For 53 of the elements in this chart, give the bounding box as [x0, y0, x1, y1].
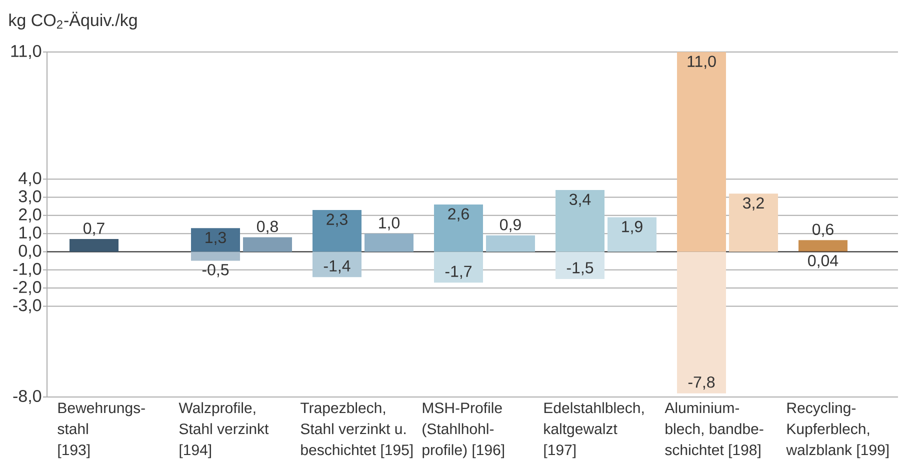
bar	[677, 52, 726, 252]
bar	[608, 217, 656, 252]
x-tick-label: Recycling- Kupferblech, walzblank [199]	[786, 402, 888, 458]
data-label: 11,0	[688, 56, 716, 69]
y-tick-label: 2,0	[19, 208, 42, 222]
x-tick-label: MSH-Profile (Stahlhohl- profile) [196]	[422, 402, 504, 458]
x-tick-label: Aluminium- blech, bandbe- schichtet [198]	[664, 402, 764, 458]
y-tick-label: 4,0	[18, 172, 42, 186]
data-label: 0,7	[84, 222, 104, 236]
y-tick-label: -2,0	[13, 281, 42, 296]
bar	[243, 237, 292, 252]
bar	[364, 234, 414, 252]
bar	[556, 252, 604, 279]
data-label: 1,9	[622, 220, 642, 234]
bar	[70, 239, 119, 252]
data-label: 2,3	[326, 214, 348, 227]
y-tick-label: 1,0	[19, 226, 42, 241]
bar	[434, 204, 484, 252]
bar	[677, 252, 726, 394]
bar	[486, 235, 535, 252]
bar	[312, 210, 362, 252]
bar	[798, 240, 848, 251]
data-label: -0,5	[202, 264, 229, 278]
data-label: 2,6	[448, 208, 469, 222]
bar	[312, 252, 362, 278]
data-label: 0,04	[808, 254, 838, 268]
bar	[191, 228, 240, 252]
y-tick-label: 0,0	[18, 244, 42, 259]
y-tick-label: 3,0	[18, 190, 42, 204]
y-axis-title: kg CO$_{2}$-Äquiv./kg	[9, 12, 137, 30]
x-tick-label: Walzprofile, Stahl verzinkt [194]	[178, 402, 269, 458]
data-label: -7,8	[688, 376, 715, 390]
data-label: -1,4	[324, 260, 350, 274]
bar	[191, 252, 240, 261]
data-label: -1,5	[566, 262, 594, 276]
data-label: 1,3	[206, 232, 226, 246]
bar	[434, 252, 484, 283]
y-tick-label: 11,0	[11, 44, 42, 60]
data-label: 0,9	[500, 218, 521, 232]
bar	[556, 190, 604, 252]
y-tick-label: -1,0	[13, 262, 42, 277]
x-tick-label: Bewehrungs- stahl [193]	[58, 402, 145, 458]
data-label: 0,8	[257, 220, 278, 234]
data-label: 1,0	[379, 217, 400, 230]
bar	[728, 194, 778, 252]
data-label: 0,6	[812, 224, 834, 237]
x-tick-label: Trapezblech, Stahl verzinkt u. beschichtet [195]	[300, 402, 413, 458]
y-tick-label: -3,0	[13, 299, 42, 314]
y-tick-label: -8,0	[13, 390, 42, 404]
data-label: -1,7	[445, 266, 472, 279]
data-label: 3,4	[569, 194, 591, 207]
data-label: 3,2	[742, 197, 764, 211]
x-tick-label: Edelstahlblech, kaltgewalzt [197]	[544, 402, 644, 458]
